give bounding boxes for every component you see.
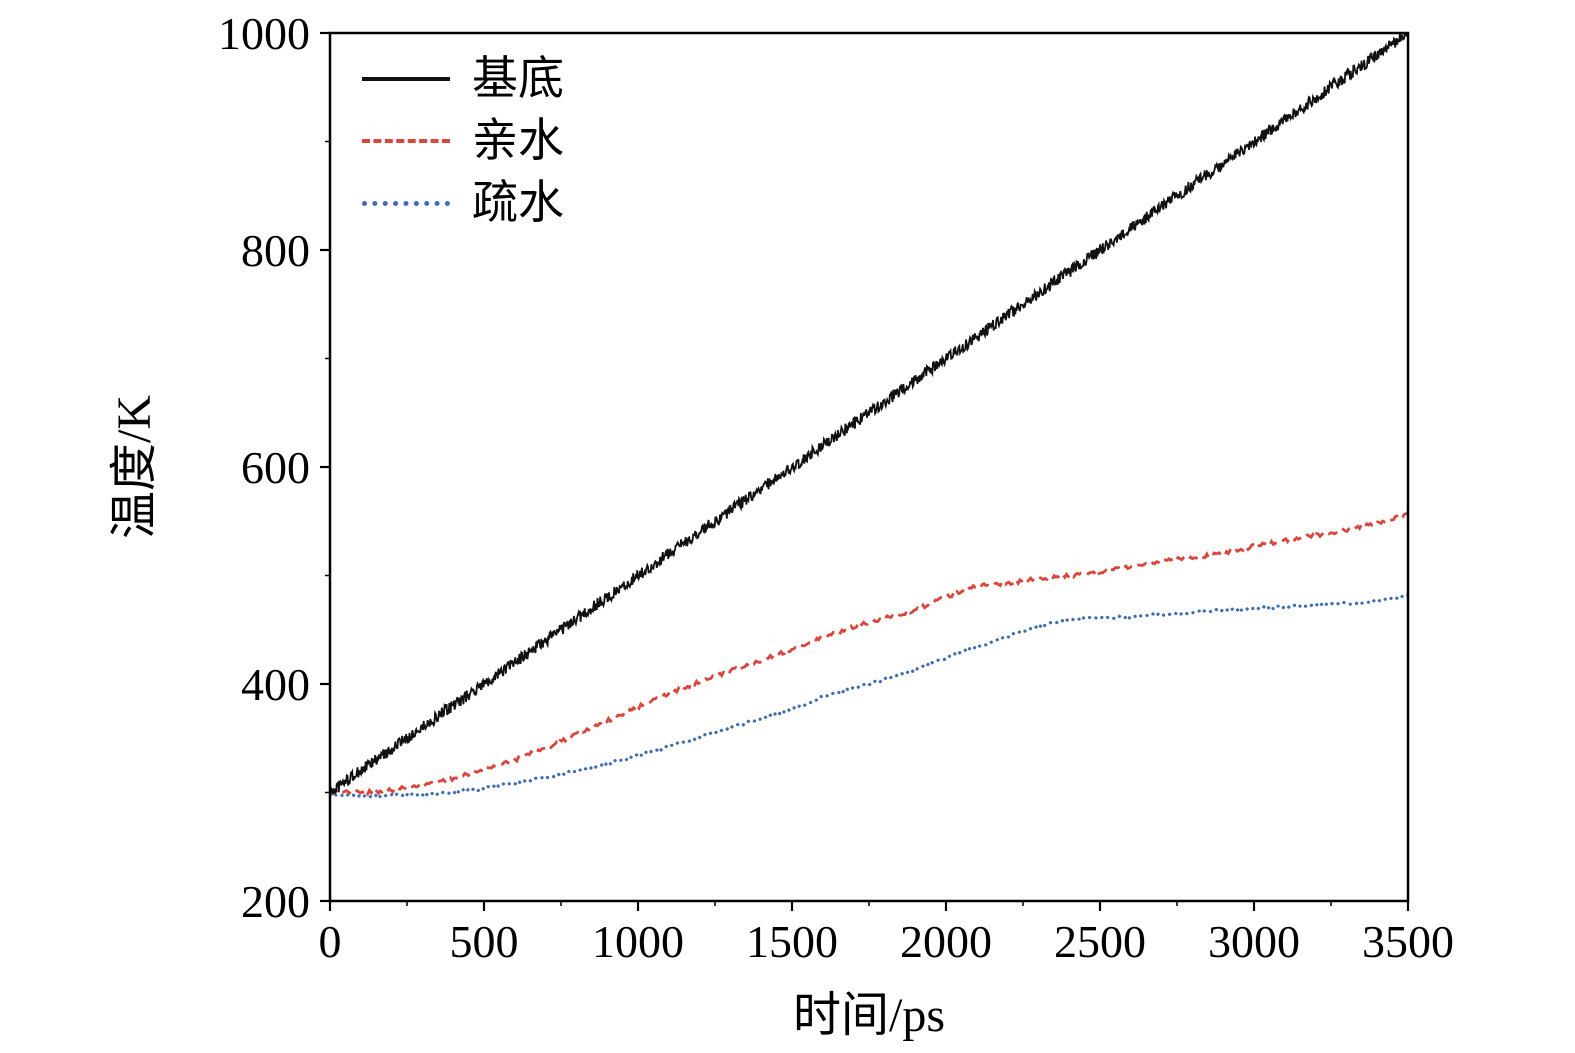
x-tick-label: 1000 (592, 916, 684, 967)
y-tick-label: 600 (241, 442, 310, 493)
x-tick-label: 3500 (1362, 916, 1454, 967)
legend: 基底 亲水 疏水 (362, 48, 564, 234)
y-tick-label: 400 (241, 659, 310, 710)
ticks (320, 31, 1410, 911)
legend-item-substrate: 基底 (362, 48, 564, 110)
series-line-2 (330, 593, 1408, 800)
x-tick-label: 3000 (1208, 916, 1300, 967)
legend-item-hydrophobic: 疏水 (362, 172, 564, 234)
legend-label-hydrophobic: 疏水 (472, 177, 564, 228)
x-tick-label: 2500 (1054, 916, 1146, 967)
y-tick-label: 200 (241, 876, 310, 927)
series-group (330, 33, 1408, 800)
series-line-0 (330, 33, 1408, 796)
legend-label-substrate: 基底 (472, 53, 564, 104)
legend-label-hydrophilic: 亲水 (472, 115, 564, 166)
x-tick-label: 500 (450, 916, 519, 967)
x-tick-label: 1500 (746, 916, 838, 967)
y-tick-label: 1000 (218, 8, 310, 59)
tick-labels: 0 500 1000 1500 2000 2500 3000 3500 200 400 600 800… (218, 8, 1454, 967)
y-axis-label: 温度/K (108, 395, 161, 540)
x-axis-label: 时间/ps (792, 989, 946, 1042)
legend-line-substrate (362, 77, 450, 81)
x-tick-label: 0 (319, 916, 342, 967)
legend-line-hydrophobic (362, 200, 450, 206)
y-tick-label: 800 (241, 225, 310, 276)
legend-item-hydrophilic: 亲水 (362, 110, 564, 172)
legend-line-hydrophilic (362, 139, 450, 143)
x-tick-label: 2000 (900, 916, 992, 967)
series-line-1 (330, 511, 1408, 797)
